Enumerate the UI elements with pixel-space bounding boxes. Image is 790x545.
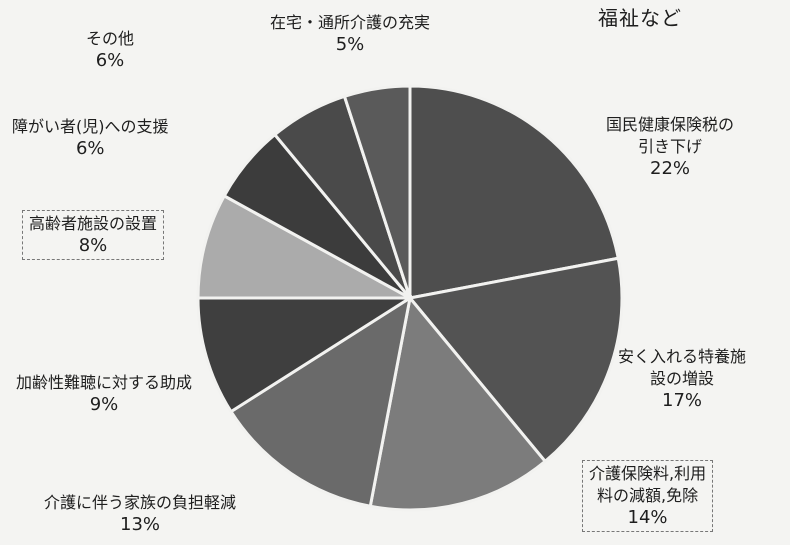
label-text-line1: 高齢者施設の設置 [29, 214, 158, 233]
label-percent: 13% [120, 514, 161, 535]
label-zaitaku-kaigo: 在宅・通所介護の充実 5% [270, 12, 430, 56]
label-percent: 6% [95, 50, 125, 71]
label-nancho-josei: 加齢性難聴に対する助成 9% [16, 372, 192, 416]
label-percent: 22% [650, 158, 691, 179]
label-percent: 14% [627, 507, 668, 528]
label-text-line2: 料の減額,免除 [597, 486, 699, 505]
label-text-line1: 国民健康保険税の [606, 115, 735, 134]
label-text-line2: 設の増設 [650, 369, 715, 388]
label-text-line1: 在宅・通所介護の充実 [270, 13, 431, 32]
label-kokumin-kenko-hoken: 国民健康保険税の 引き下げ 22% [600, 112, 740, 182]
label-text-line2: 引き下げ [638, 137, 703, 156]
label-kazoku-futan: 介護に伴う家族の負担軽減 13% [44, 492, 236, 536]
label-text-line1: 介護に伴う家族の負担軽減 [44, 493, 237, 512]
label-koreisha-shisetsu: 高齢者施設の設置 8% [22, 210, 165, 260]
label-text-line1: その他 [86, 29, 135, 48]
pie-slice-5 [196, 193, 411, 300]
label-percent: 6% [75, 138, 105, 159]
chart-title: 福祉など [598, 6, 682, 30]
label-kaigo-hokenryo: 介護保険料,利用 料の減額,免除 14% [582, 460, 714, 532]
label-text-line1: 安く入れる特養施 [618, 347, 747, 366]
pie-slice-4 [196, 296, 416, 414]
label-sonota: その他 6% [86, 28, 134, 72]
pie-slice-3 [228, 294, 413, 508]
pie-slice-8 [342, 84, 412, 299]
pie-slice-0 [408, 84, 620, 300]
pie-slice-1 [407, 256, 624, 464]
label-text-line1: 介護保険料,利用 [589, 464, 707, 483]
label-percent: 17% [662, 390, 703, 411]
pie-slice-2 [368, 294, 548, 512]
label-tokuyo-zosetsu: 安く入れる特養施 設の増設 17% [618, 346, 746, 412]
label-percent: 8% [78, 235, 108, 256]
label-text-line1: 障がい者(児)への支援 [12, 117, 169, 136]
label-text-line1: 加齢性難聴に対する助成 [16, 373, 193, 392]
label-percent: 5% [335, 34, 365, 55]
label-shogaisha-shien: 障がい者(児)への支援 6% [12, 116, 169, 160]
label-percent: 9% [89, 394, 119, 415]
